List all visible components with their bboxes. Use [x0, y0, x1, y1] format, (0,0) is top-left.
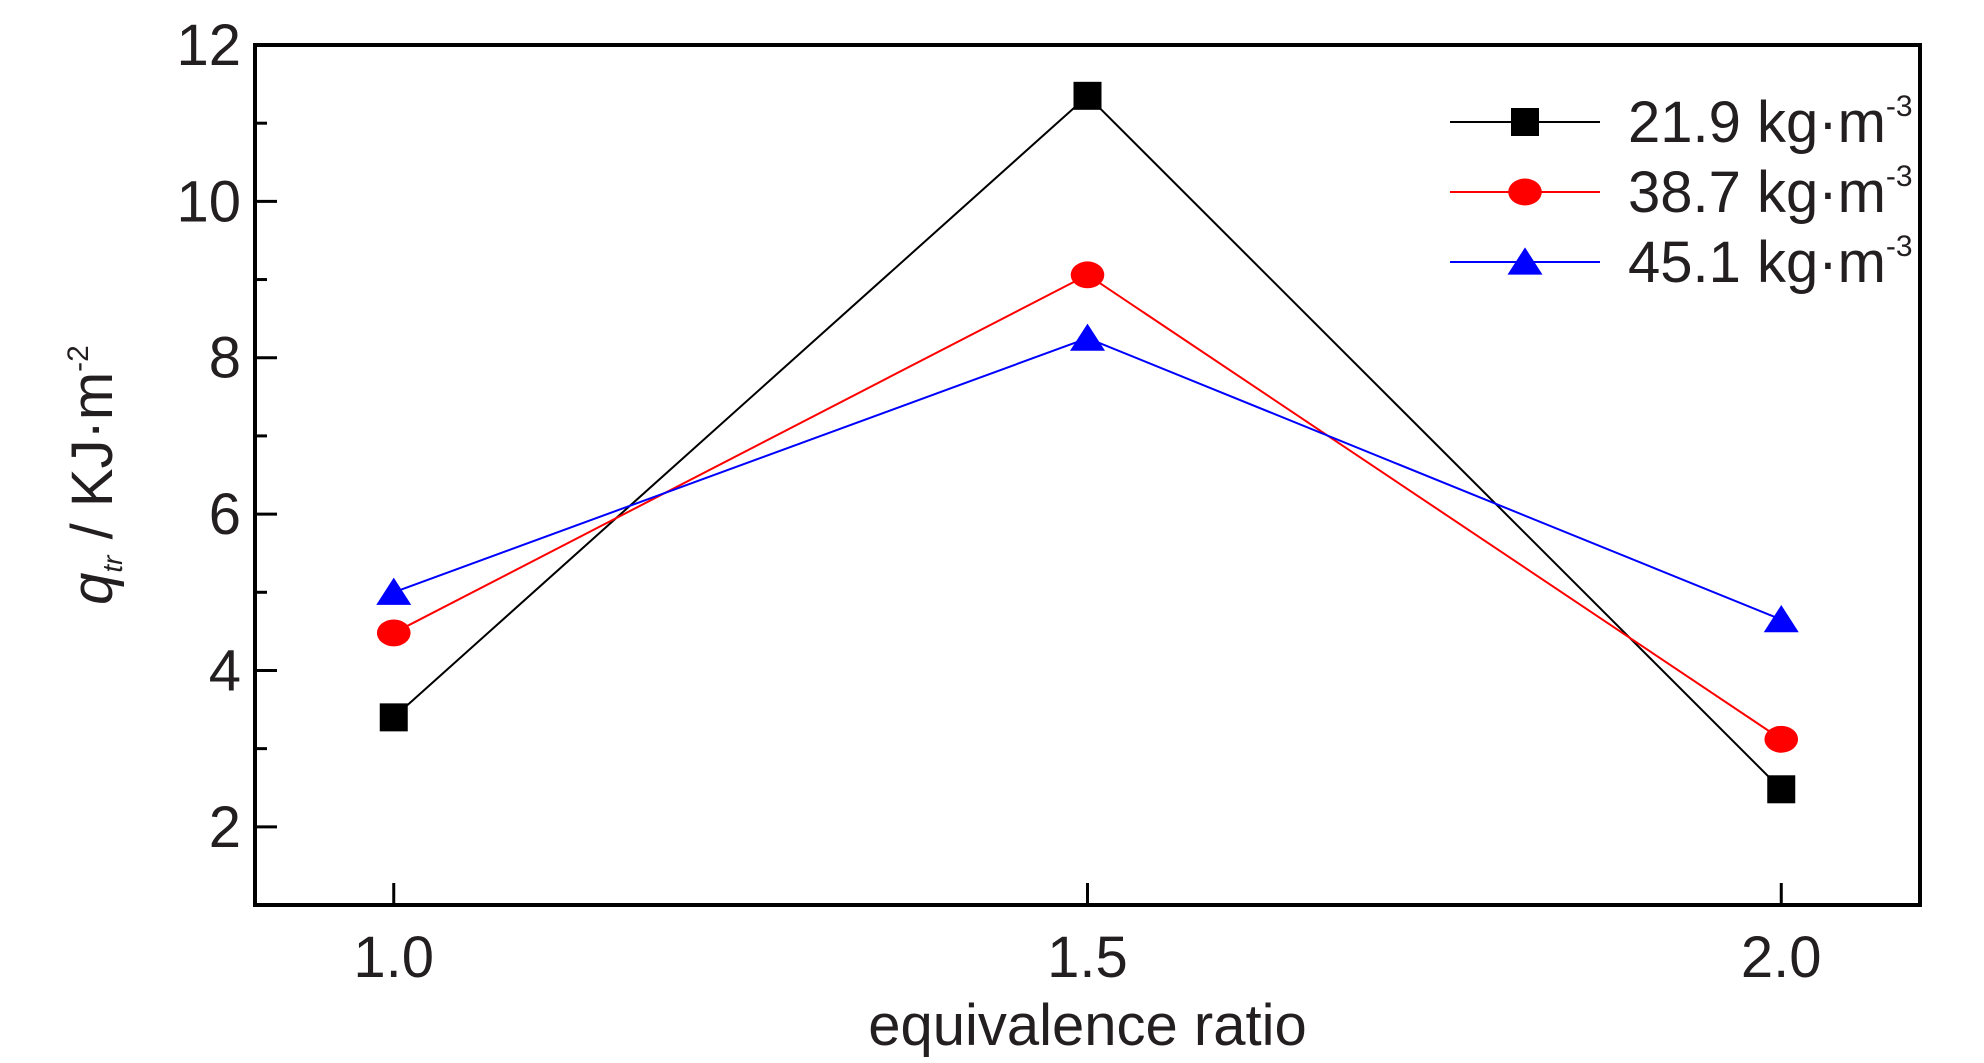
y-axis-unit-exponent: -2 — [62, 345, 95, 372]
data-point-circle — [1764, 725, 1799, 753]
legend-item: 45.1 kg·m-3 — [1450, 230, 1913, 295]
y-tick-label: 2 — [209, 795, 241, 860]
y-axis-unit: / KJ·m — [60, 372, 125, 556]
data-point-triangle — [1763, 605, 1799, 633]
x-tick-label: 1.0 — [353, 925, 434, 990]
data-point-circle — [376, 619, 411, 647]
series-1 — [379, 81, 1796, 804]
y-axis-symbol: q — [60, 573, 125, 605]
data-point-square — [1511, 108, 1539, 136]
data-point-square — [379, 703, 408, 732]
data-point-square — [1767, 775, 1796, 804]
series-layer — [376, 81, 1799, 804]
y-tick-label: 6 — [209, 482, 241, 547]
y-tick-label: 10 — [176, 169, 241, 234]
legend-label-text: 45.1 kg·m — [1628, 230, 1886, 295]
x-tick-label: 1.5 — [1047, 925, 1128, 990]
legend-item: 38.7 kg·m-3 — [1450, 160, 1913, 225]
legend-label-exponent: -3 — [1886, 160, 1913, 193]
data-point-triangle — [1070, 323, 1105, 351]
legend-label: 45.1 kg·m-3 — [1628, 230, 1913, 295]
y-axis-subscript: tr — [97, 554, 128, 573]
legend: 21.9 kg·m-338.7 kg·m-345.1 kg·m-3 — [1450, 90, 1913, 295]
data-point-triangle — [376, 577, 412, 605]
legend-label: 21.9 kg·m-3 — [1628, 90, 1913, 155]
data-point-circle — [1070, 261, 1105, 289]
x-axis-title: equivalence ratio — [868, 993, 1307, 1058]
data-point-triangle — [1507, 247, 1543, 275]
y-tick-label: 4 — [209, 638, 241, 703]
series-2 — [376, 261, 1799, 753]
legend-label-text: 38.7 kg·m — [1628, 160, 1886, 225]
x-tick-label: 2.0 — [1741, 925, 1822, 990]
legend-item: 21.9 kg·m-3 — [1450, 90, 1913, 155]
y-tick-label: 12 — [176, 13, 241, 78]
data-point-circle — [1508, 178, 1542, 206]
y-axis-title: qtr / KJ·m-2 — [60, 345, 128, 605]
series-3 — [376, 323, 1799, 633]
legend-label-exponent: -3 — [1886, 230, 1913, 263]
legend-label: 38.7 kg·m-3 — [1628, 160, 1913, 225]
x-axis: 1.0 1.5 2.0 — [353, 883, 1822, 990]
legend-label-exponent: -3 — [1886, 90, 1913, 123]
data-point-square — [1073, 81, 1102, 110]
series-line — [393, 337, 1782, 621]
legend-label-text: 21.9 kg·m — [1628, 90, 1886, 155]
series-line — [393, 94, 1782, 790]
y-axis: 2 4 6 8 10 12 — [176, 13, 277, 860]
y-tick-label: 8 — [209, 326, 241, 391]
